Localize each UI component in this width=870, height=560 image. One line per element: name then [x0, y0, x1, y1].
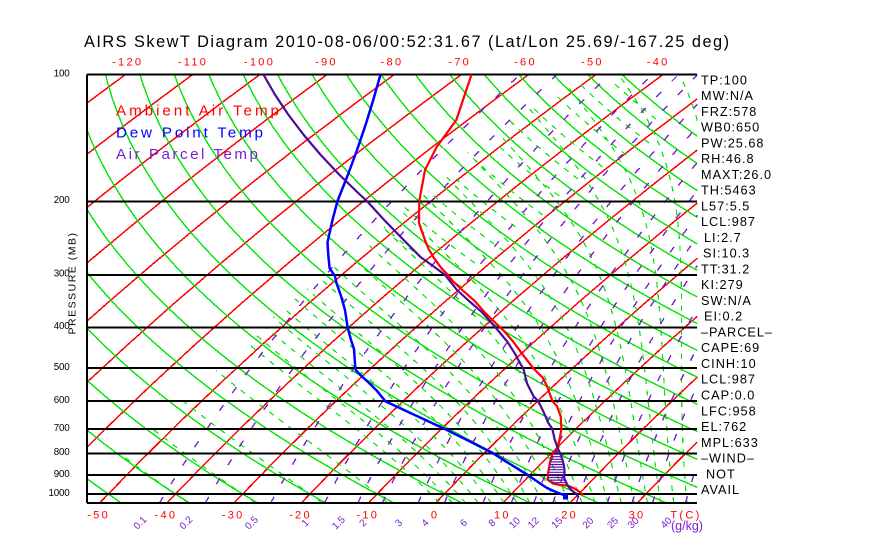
svg-text:NOT: NOT	[706, 467, 736, 481]
svg-text:TP:100: TP:100	[701, 73, 748, 87]
svg-text:500: 500	[54, 362, 70, 373]
svg-text:30: 30	[629, 510, 646, 522]
svg-text:-60: -60	[514, 57, 537, 69]
svg-text:MPL:633: MPL:633	[701, 436, 759, 450]
svg-text:SW:N/A: SW:N/A	[701, 294, 752, 308]
svg-text:400: 400	[54, 321, 70, 332]
svg-text:-80: -80	[381, 57, 404, 69]
svg-text:LI:2.7: LI:2.7	[704, 231, 742, 245]
svg-text:MAXT:26.0: MAXT:26.0	[701, 168, 772, 182]
svg-text:CAPE:69: CAPE:69	[701, 341, 760, 355]
svg-text:200: 200	[54, 195, 70, 206]
svg-text:700: 700	[54, 423, 70, 434]
svg-text:EL:762: EL:762	[701, 420, 747, 434]
svg-text:-40: -40	[154, 510, 177, 522]
svg-text:PRESSURE (MB): PRESSURE (MB)	[67, 232, 79, 335]
svg-text:CAP:0.0: CAP:0.0	[701, 389, 755, 403]
svg-text:(g/kg): (g/kg)	[671, 519, 703, 533]
svg-text:-30: -30	[222, 510, 245, 522]
svg-text:TH:5463: TH:5463	[701, 184, 757, 198]
svg-text:-10: -10	[356, 510, 379, 522]
svg-text:900: 900	[54, 469, 70, 480]
svg-text:-100: -100	[244, 57, 275, 69]
svg-text:300: 300	[54, 269, 70, 280]
svg-text:CINH:10: CINH:10	[701, 357, 757, 371]
svg-text:FRZ:578: FRZ:578	[701, 105, 757, 119]
svg-text:TT:31.2: TT:31.2	[701, 262, 750, 276]
svg-text:AIRS SkewT Diagram 2010-08-06/: AIRS SkewT Diagram 2010-08-06/00:52:31.6…	[84, 33, 729, 51]
svg-text:600: 600	[54, 395, 70, 406]
svg-text:100: 100	[54, 68, 70, 79]
svg-text:PW:25.68: PW:25.68	[701, 136, 764, 150]
svg-text:LCL:987: LCL:987	[701, 373, 756, 387]
svg-text:1000: 1000	[49, 488, 71, 499]
svg-text:10: 10	[494, 510, 511, 522]
svg-text:AVAIL: AVAIL	[701, 483, 740, 497]
svg-text:–PARCEL–: –PARCEL–	[701, 326, 773, 340]
svg-text:0: 0	[431, 510, 439, 522]
svg-text:WB0:650: WB0:650	[701, 121, 760, 135]
svg-text:L57:5.5: L57:5.5	[701, 199, 750, 213]
svg-text:-50: -50	[581, 57, 604, 69]
svg-text:20: 20	[561, 510, 578, 522]
svg-text:Air Parcel Temp: Air Parcel Temp	[116, 146, 258, 163]
svg-text:800: 800	[54, 447, 70, 458]
svg-text:-20: -20	[289, 510, 312, 522]
svg-text:LFC:958: LFC:958	[701, 404, 757, 418]
svg-text:-90: -90	[315, 57, 338, 69]
svg-text:T(C): T(C)	[670, 510, 701, 522]
svg-text:SI:10.3: SI:10.3	[703, 247, 750, 261]
svg-text:EI:0.2: EI:0.2	[704, 310, 743, 324]
svg-text:LCL:987: LCL:987	[701, 215, 756, 229]
svg-text:KI:279: KI:279	[701, 278, 744, 292]
svg-text:-40: -40	[647, 57, 670, 69]
svg-text:-50: -50	[87, 510, 110, 522]
svg-text:RH:46.8: RH:46.8	[701, 152, 755, 166]
svg-text:MW:N/A: MW:N/A	[701, 89, 754, 103]
svg-text:–WIND–: –WIND–	[701, 452, 755, 466]
svg-text:-70: -70	[448, 57, 471, 69]
svg-text:-120: -120	[112, 57, 143, 69]
svg-text:-110: -110	[178, 57, 208, 69]
